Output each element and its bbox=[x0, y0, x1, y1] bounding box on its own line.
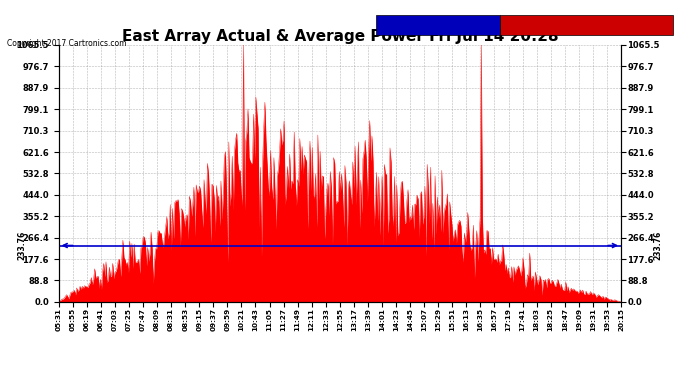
Text: 233.76: 233.76 bbox=[18, 231, 27, 260]
Text: Copyright 2017 Cartronics.com: Copyright 2017 Cartronics.com bbox=[7, 39, 126, 48]
Title: East Array Actual & Average Power Fri Jul 14 20:28: East Array Actual & Average Power Fri Ju… bbox=[121, 29, 558, 44]
Text: Average  (DC Watts): Average (DC Watts) bbox=[392, 20, 484, 29]
Text: 233.76: 233.76 bbox=[653, 231, 662, 260]
Text: East Array  (DC Watts): East Array (DC Watts) bbox=[536, 20, 637, 29]
